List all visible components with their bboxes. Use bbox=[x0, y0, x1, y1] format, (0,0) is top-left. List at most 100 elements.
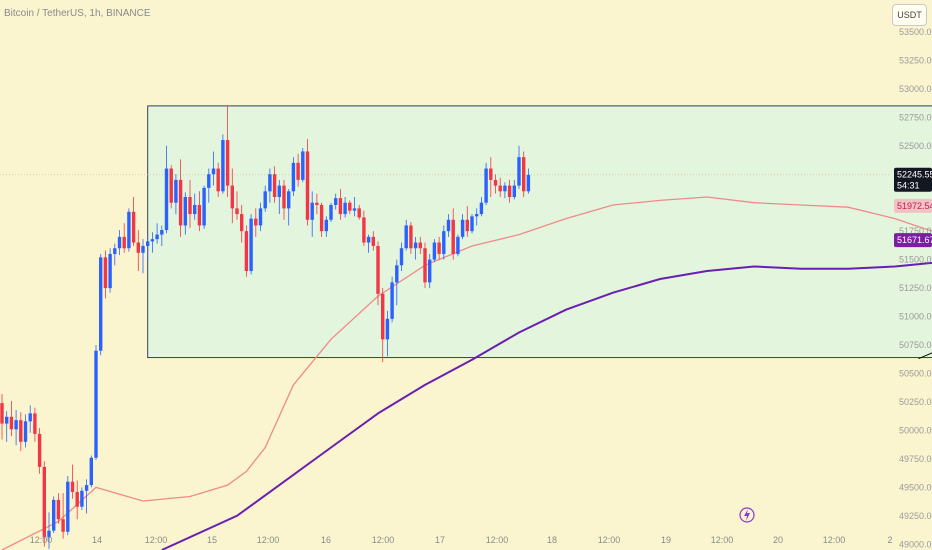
candle-body bbox=[291, 162, 296, 192]
x-tick-label: 18 bbox=[547, 535, 557, 545]
candle-body bbox=[437, 242, 441, 254]
candle-body bbox=[244, 231, 249, 272]
candle-body bbox=[338, 198, 343, 215]
x-tick-label: 2 bbox=[887, 535, 892, 545]
candle-body bbox=[324, 219, 328, 232]
price-tag-bg bbox=[894, 233, 932, 248]
candle-body bbox=[150, 239, 155, 242]
y-tick-label: 49250.00 bbox=[899, 511, 932, 521]
candle-body bbox=[512, 185, 516, 197]
candle-body bbox=[305, 151, 310, 220]
candle-body bbox=[348, 202, 352, 211]
price-tag-value: 51671.67 bbox=[897, 235, 932, 245]
y-tick-label: 49750.00 bbox=[899, 454, 932, 464]
lightning-icon-bolt bbox=[744, 509, 750, 521]
candle-body bbox=[334, 198, 338, 205]
y-tick-label: 50250.00 bbox=[899, 397, 932, 407]
candle-body bbox=[75, 491, 79, 507]
x-tick-label: 12:00 bbox=[372, 535, 395, 545]
x-tick-label: 14 bbox=[92, 535, 102, 545]
candle-body bbox=[188, 196, 192, 215]
ma-fast-line bbox=[1, 196, 932, 550]
candle-body bbox=[301, 151, 305, 180]
candle-body bbox=[432, 242, 437, 260]
candle-body bbox=[413, 242, 418, 249]
y-tick-label: 49000.00 bbox=[899, 539, 932, 549]
x-tick-label: 15 bbox=[207, 535, 217, 545]
candle-body bbox=[507, 185, 512, 197]
candle-body bbox=[99, 257, 103, 351]
candle-body bbox=[0, 403, 4, 424]
symbol-title: Bitcoin / TetherUS, 1h, BINANCE bbox=[4, 8, 151, 19]
candle-body bbox=[371, 236, 375, 246]
candle-body bbox=[127, 211, 131, 249]
candle-body bbox=[84, 485, 89, 491]
candle-body bbox=[296, 162, 300, 180]
candle-body bbox=[122, 236, 126, 249]
candle-body bbox=[131, 211, 136, 243]
candle-body bbox=[376, 245, 380, 294]
price-tag-countdown: 54:31 bbox=[897, 181, 920, 191]
candle-body bbox=[503, 185, 507, 192]
x-tick-label: 12:00 bbox=[823, 535, 846, 545]
candle-body bbox=[202, 187, 206, 226]
candle-body bbox=[418, 242, 422, 249]
y-tick-label: 50750.00 bbox=[899, 340, 932, 350]
candle-body bbox=[381, 293, 385, 340]
y-tick-label: 50000.00 bbox=[899, 425, 932, 435]
candle-body bbox=[42, 466, 46, 538]
candle-body bbox=[141, 245, 145, 253]
candle-body bbox=[211, 168, 216, 175]
range-box bbox=[147, 105, 932, 359]
candle-body bbox=[5, 416, 9, 424]
price-tag-value: 51972.54 bbox=[897, 201, 932, 211]
candle-body bbox=[169, 168, 173, 203]
x-tick-label: 19 bbox=[661, 535, 671, 545]
candle-body bbox=[489, 168, 493, 180]
candle-body bbox=[117, 236, 122, 249]
y-tick-label: 53000.00 bbox=[899, 84, 932, 94]
candle-body bbox=[287, 191, 291, 209]
candle-body bbox=[136, 242, 140, 253]
price-tag: 51972.54 bbox=[894, 198, 932, 213]
candle-body bbox=[14, 420, 18, 430]
y-tick-label: 51000.00 bbox=[899, 312, 932, 322]
candle-body bbox=[409, 225, 413, 249]
candle-body bbox=[522, 157, 526, 192]
candle-body bbox=[451, 219, 455, 254]
candle-body bbox=[319, 204, 324, 232]
y-tick-label: 51250.00 bbox=[899, 283, 932, 293]
x-tick-label: 12:00 bbox=[145, 535, 168, 545]
price-tag: 51671.67 bbox=[894, 233, 932, 248]
price-tag-bg bbox=[894, 198, 932, 213]
candle-body bbox=[362, 217, 366, 243]
candle-body bbox=[37, 433, 42, 467]
candle-body bbox=[310, 202, 314, 220]
candle-body bbox=[108, 253, 112, 289]
x-tick-label: 12:00 bbox=[30, 535, 53, 545]
candle-body bbox=[174, 179, 178, 203]
candle-body bbox=[493, 179, 498, 186]
candle-body bbox=[357, 208, 361, 218]
candle-body bbox=[258, 208, 263, 226]
candle-body bbox=[146, 241, 150, 246]
candle-body bbox=[343, 202, 347, 215]
candle-body bbox=[366, 236, 371, 243]
candle-body bbox=[66, 481, 70, 532]
price-tag-value: 52245.55 bbox=[897, 170, 932, 180]
y-tick-label: 52500.00 bbox=[899, 141, 932, 151]
y-tick-label: 53250.00 bbox=[899, 55, 932, 65]
candle-body bbox=[526, 174, 531, 192]
candle-body bbox=[240, 214, 244, 232]
candle-body bbox=[70, 481, 75, 492]
y-tick-label: 51500.00 bbox=[899, 255, 932, 265]
candle-body bbox=[235, 208, 239, 215]
lightning-icon[interactable] bbox=[739, 507, 755, 523]
candle-body bbox=[221, 140, 225, 192]
candle-body bbox=[183, 196, 187, 226]
currency-button[interactable]: USDT bbox=[892, 4, 927, 26]
candle-body bbox=[423, 248, 427, 283]
candle-body bbox=[484, 168, 488, 203]
candle-body bbox=[23, 421, 28, 442]
